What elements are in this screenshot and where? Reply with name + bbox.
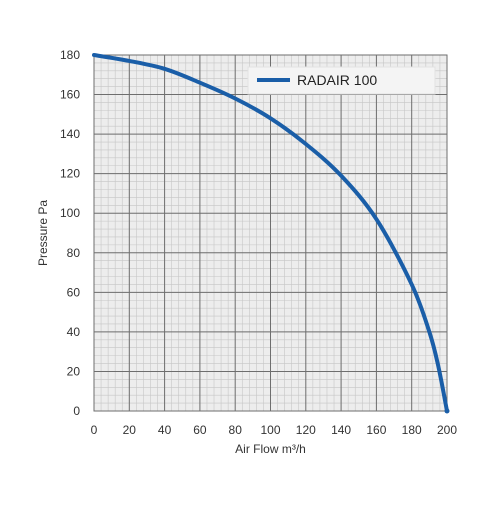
y-tick-label: 60 <box>67 285 81 299</box>
legend: RADAIR 100 <box>247 66 436 95</box>
series-layer <box>92 53 450 414</box>
x-tick-label: 100 <box>260 423 280 437</box>
y-tick-label: 80 <box>67 246 81 260</box>
x-tick-label: 160 <box>366 423 386 437</box>
y-tick-labels: 0 20 40 60 80 100 120 140 160 180 <box>60 48 80 418</box>
x-tick-label: 0 <box>91 423 98 437</box>
x-axis-label: Air Flow m³/h <box>235 442 306 456</box>
y-tick-label: 0 <box>73 404 80 418</box>
x-tick-labels: 0 20 40 60 80 100 120 140 160 180 200 <box>91 423 458 437</box>
x-tick-label: 80 <box>229 423 243 437</box>
y-tick-label: 160 <box>60 88 80 102</box>
x-tick-label: 20 <box>123 423 137 437</box>
y-tick-label: 140 <box>60 127 80 141</box>
series-end-point <box>444 408 450 414</box>
x-tick-label: 180 <box>402 423 422 437</box>
y-tick-label: 20 <box>67 364 81 378</box>
y-axis-label: Pressure Pa <box>36 200 50 266</box>
x-tick-label: 140 <box>331 423 351 437</box>
x-tick-label: 60 <box>193 423 207 437</box>
plot-frame <box>93 54 448 412</box>
x-tick-label: 40 <box>158 423 172 437</box>
y-tick-label: 40 <box>67 325 81 339</box>
x-tick-label: 200 <box>437 423 457 437</box>
y-tick-label: 120 <box>60 167 80 181</box>
series-line-radair-100 <box>92 53 449 413</box>
y-tick-label: 180 <box>60 48 80 62</box>
y-tick-label: 100 <box>60 206 80 220</box>
x-tick-label: 120 <box>296 423 316 437</box>
legend-label: RADAIR 100 <box>297 72 377 88</box>
